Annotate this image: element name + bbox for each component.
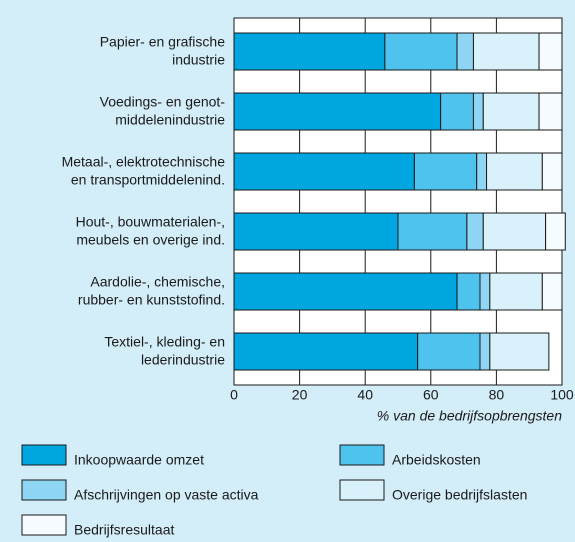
y-tick-label: Textiel-, kleding- en (104, 334, 225, 350)
bar-segment (456, 272, 481, 311)
bar-segment (489, 272, 543, 311)
legend-label: Inkoopwaarde omzet (74, 452, 204, 468)
bar-segment (233, 152, 415, 191)
y-tick-label: Aardolie-, chemische, (90, 274, 225, 290)
bar-segment (466, 212, 484, 251)
bar-segment (489, 332, 550, 371)
bar-segment (233, 32, 386, 71)
x-tick-label: 80 (489, 387, 505, 403)
bar-segment (413, 152, 478, 191)
x-tick-label: 100 (550, 387, 574, 403)
legend-swatch (339, 444, 385, 466)
bar-segment (538, 32, 563, 71)
bar-segment (397, 212, 468, 251)
legend-swatch (21, 479, 67, 501)
y-tick-label: Metaal-, elektrotechnische (62, 154, 226, 170)
y-tick-label: Voedings- en genot- (100, 94, 226, 110)
y-tick-label: en transportmiddelenind. (71, 172, 225, 188)
legend-label: Afschrijvingen op vaste activa (74, 487, 259, 503)
bar-segment (233, 212, 399, 251)
y-tick-label: lederindustrie (141, 352, 225, 368)
x-tick-label: 60 (423, 387, 439, 403)
y-tick-label: rubber- en kunststofind. (78, 292, 225, 308)
bar-segment (233, 92, 442, 131)
bar-segment (486, 152, 543, 191)
y-tick-label: Hout-, bouwmaterialen-, (76, 214, 225, 230)
bar-segment (538, 92, 563, 131)
bar-segment (479, 332, 491, 371)
bar-segment (472, 32, 540, 71)
bar-segment (440, 92, 474, 131)
legend-label: Overige bedrijfslasten (392, 487, 527, 503)
bar-segment (417, 332, 481, 371)
y-tick-label: industrie (172, 52, 225, 68)
bar-segment (384, 32, 458, 71)
bar-segment (541, 272, 563, 311)
plot-area (233, 17, 563, 386)
bar-segment (476, 152, 488, 191)
bar-segment (233, 272, 458, 311)
y-tick-label: Papier- en grafische (100, 34, 226, 50)
x-tick-label: 40 (357, 387, 373, 403)
legend-label: Bedrijfsresultaat (74, 522, 174, 538)
bar-segment (472, 92, 484, 131)
bar-segment (482, 212, 547, 251)
y-tick-label: meubels en overige ind. (76, 232, 225, 248)
x-axis-title: % van de bedrijfsopbrengsten (377, 408, 562, 424)
legend-label: Arbeidskosten (392, 452, 481, 468)
legend-swatch (339, 479, 385, 501)
bar-segment (456, 32, 474, 71)
legend-swatch (21, 444, 67, 466)
bar-segment (482, 92, 540, 131)
x-tick-label: 0 (230, 387, 238, 403)
bar-segment (541, 152, 563, 191)
x-tick-label: 20 (292, 387, 308, 403)
legend-swatch (21, 514, 67, 536)
bar-segment (545, 212, 566, 251)
bar-segment (233, 332, 419, 371)
y-tick-label: middelenindustrie (115, 112, 225, 128)
bar-segment (479, 272, 491, 311)
